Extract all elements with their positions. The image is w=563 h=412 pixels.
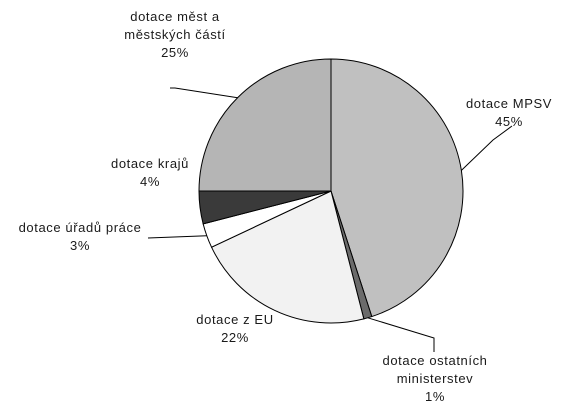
slice-label-dotace-mest: dotace měst a městských částí 25%	[124, 9, 226, 60]
leader-line-dotace-mpsv	[461, 125, 513, 171]
slice-label-dotace-ostatnich-ministerstev: dotace ostatních ministerstev 1%	[382, 353, 488, 404]
slice-label-dotace-kraju: dotace krajů 4%	[110, 156, 190, 189]
leader-line-dotace-ostatnich-ministerstev	[367, 317, 435, 352]
slice-label-dotace-mpsv: dotace MPSV 45%	[465, 96, 553, 129]
slice-label-dotace-uradu-prace: dotace úřadů práce 3%	[18, 220, 142, 253]
pie-slice-dotace-mest-a-mestskych-casti	[198, 58, 332, 192]
slice-label-dotace-z-eu: dotace z EU 22%	[196, 312, 274, 345]
leader-line-dotace-uradu-prace	[147, 235, 207, 239]
pie-slice-dotace-mpsv	[330, 58, 464, 318]
leader-line-dotace-mest-a-mestskych-casti	[170, 87, 238, 99]
pie-slice-dotace-z-eu	[210, 190, 365, 324]
